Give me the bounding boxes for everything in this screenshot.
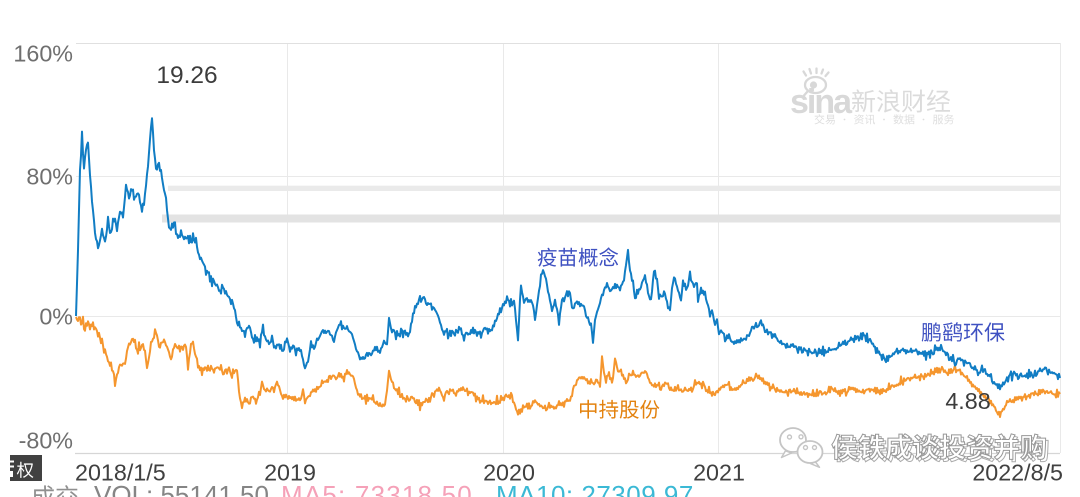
svg-text:0%: 0%	[39, 304, 73, 330]
svg-text:MA5: 73318.50: MA5: 73318.50	[281, 480, 473, 497]
svg-text:4.88: 4.88	[945, 388, 990, 414]
svg-text:2021: 2021	[693, 460, 745, 486]
svg-text:2019: 2019	[264, 460, 316, 486]
svg-text:19.26: 19.26	[156, 62, 217, 89]
svg-text:VOL: 55141.50: VOL: 55141.50	[94, 480, 269, 497]
svg-text:80%: 80%	[26, 164, 73, 190]
svg-text:2020: 2020	[483, 460, 535, 486]
svg-text:MA10: 27309.97: MA10: 27309.97	[496, 480, 694, 497]
svg-text:2022/8/5: 2022/8/5	[972, 460, 1063, 486]
svg-text:sina: sina	[790, 83, 853, 121]
svg-text:-80%: -80%	[19, 428, 73, 454]
svg-text:160%: 160%	[13, 41, 73, 67]
svg-text:2018/1/5: 2018/1/5	[75, 460, 166, 486]
